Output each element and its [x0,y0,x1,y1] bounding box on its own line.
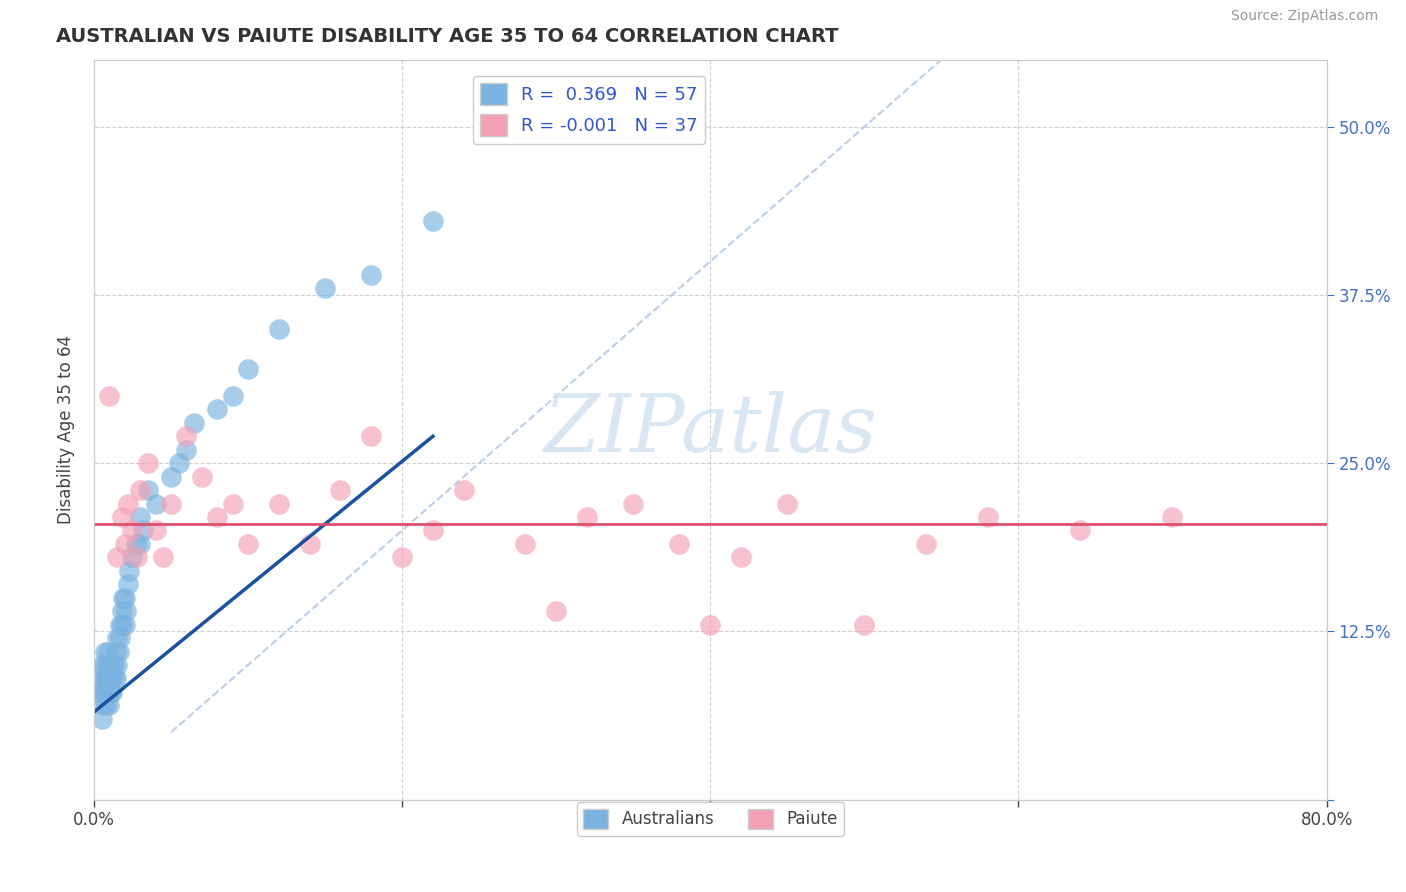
Point [108,631,131,645]
Point [391,550,413,565]
Point [118,564,141,578]
Point [125,550,148,565]
Point [167,456,190,470]
Point [91,698,114,713]
Point [96,685,118,699]
Point [730,550,752,565]
Point [96,672,118,686]
Point [107,644,129,658]
Point [114,591,136,605]
Point [221,497,243,511]
Point [111,510,134,524]
Point [100,685,122,699]
Point [115,604,138,618]
Point [668,537,690,551]
Point [221,389,243,403]
Point [129,510,152,524]
Y-axis label: Disability Age 35 to 64: Disability Age 35 to 64 [58,335,75,524]
Point [360,268,382,282]
Point [136,456,159,470]
Point [117,497,139,511]
Point [90,658,112,673]
Point [160,497,183,511]
Point [108,617,131,632]
Point [145,524,167,538]
Point [236,362,259,376]
Point [329,483,352,497]
Point [98,685,121,699]
Point [236,537,259,551]
Point [101,658,124,673]
Point [112,591,135,605]
Point [1069,524,1091,538]
Point [90,712,112,726]
Point [105,550,128,565]
Point [1161,510,1184,524]
Point [132,524,155,538]
Point [191,469,214,483]
Point [114,617,136,632]
Point [176,429,198,443]
Point [91,685,114,699]
Point [699,617,721,632]
Text: ZIPatlas: ZIPatlas [544,391,877,468]
Point [96,698,118,713]
Point [360,429,382,443]
Point [176,442,198,457]
Point [121,524,143,538]
Point [129,537,152,551]
Point [98,698,121,713]
Point [105,658,128,673]
Point [205,510,228,524]
Point [103,672,125,686]
Point [575,510,598,524]
Point [422,214,444,228]
Point [976,510,998,524]
Point [205,402,228,417]
Point [183,416,205,430]
Point [98,658,121,673]
Point [114,537,136,551]
Point [422,524,444,538]
Point [136,483,159,497]
Point [915,537,938,551]
Point [97,644,120,658]
Point [93,658,115,673]
Point [117,577,139,591]
Point [98,389,121,403]
Text: AUSTRALIAN VS PAIUTE DISABILITY AGE 35 TO 64 CORRELATION CHART: AUSTRALIAN VS PAIUTE DISABILITY AGE 35 T… [56,27,839,45]
Point [314,281,336,295]
Point [145,497,167,511]
Point [103,658,125,673]
Point [111,617,134,632]
Point [93,672,115,686]
Point [121,550,143,565]
Point [93,644,115,658]
Point [104,644,127,658]
Point [853,617,876,632]
Point [87,685,110,699]
Point [267,321,290,335]
Legend: Australians, Paiute: Australians, Paiute [576,802,844,836]
Point [453,483,475,497]
Point [267,497,290,511]
Point [104,672,127,686]
Point [105,631,128,645]
Point [152,550,174,565]
Point [129,483,152,497]
Point [160,469,183,483]
Point [776,497,799,511]
Point [621,497,644,511]
Point [515,537,537,551]
Point [100,672,122,686]
Point [298,537,321,551]
Point [111,604,134,618]
Text: Source: ZipAtlas.com: Source: ZipAtlas.com [1230,9,1378,23]
Point [101,685,124,699]
Point [546,604,568,618]
Point [89,672,111,686]
Point [124,537,146,551]
Point [97,658,120,673]
Point [98,672,121,686]
